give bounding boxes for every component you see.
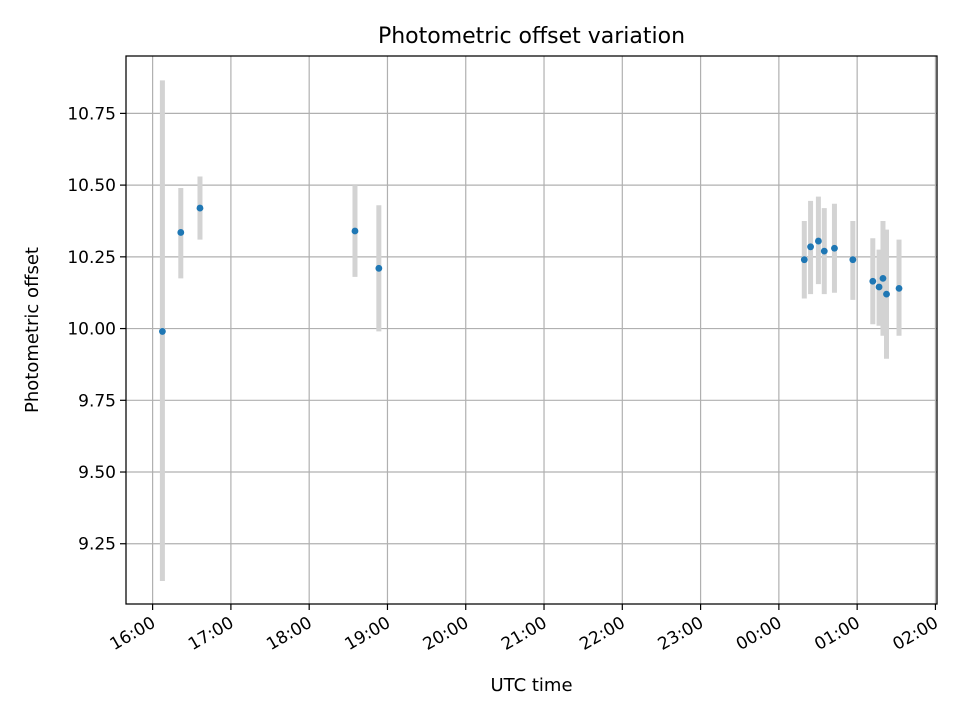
- data-point: [375, 264, 383, 272]
- data-points: [159, 204, 903, 335]
- y-axis-title: Photometric offset: [22, 247, 43, 413]
- data-point: [869, 277, 877, 285]
- data-point: [895, 284, 903, 292]
- data-point: [815, 237, 822, 245]
- data-point: [879, 274, 887, 282]
- plot-frame: [125, 55, 938, 605]
- y-tick-label: 10.50: [67, 176, 116, 196]
- data-point: [177, 229, 185, 236]
- data-point: [820, 247, 828, 255]
- y-tick-label: 9.50: [78, 463, 116, 483]
- y-tick-label: 9.75: [78, 391, 116, 411]
- y-tick-label: 10.25: [67, 248, 116, 268]
- data-point: [883, 290, 890, 298]
- data-point: [159, 328, 166, 335]
- data-point: [849, 256, 857, 264]
- grid-lines: [126, 56, 937, 604]
- data-point: [807, 243, 814, 251]
- y-axis-ticks: 9.25 9.50 9.75 10.00 10.25 10.50 10.75: [67, 104, 126, 555]
- y-tick-label: 9.25: [78, 535, 116, 555]
- data-point: [831, 244, 838, 252]
- data-point: [800, 256, 808, 264]
- data-point: [351, 227, 359, 235]
- y-tick-label: 10.00: [67, 320, 116, 340]
- y-tick-label: 10.75: [67, 104, 116, 124]
- data-point: [196, 204, 204, 212]
- data-point: [875, 283, 883, 291]
- chart-title: Photometric offset variation: [378, 24, 685, 49]
- x-axis-title: UTC time: [490, 675, 572, 696]
